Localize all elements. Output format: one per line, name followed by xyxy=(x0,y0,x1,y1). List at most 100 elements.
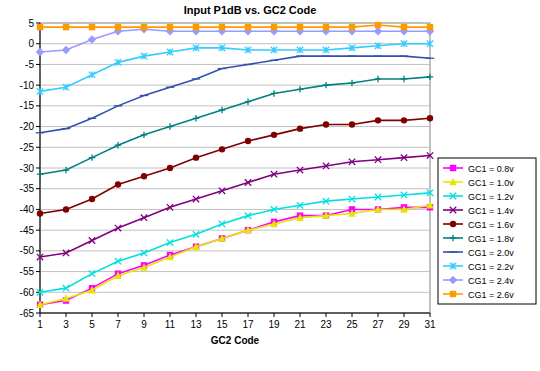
marker xyxy=(218,234,225,241)
marker xyxy=(401,24,407,30)
x-tick xyxy=(40,313,41,317)
marker xyxy=(271,90,277,96)
grid-line xyxy=(40,250,430,251)
marker xyxy=(63,84,69,90)
marker xyxy=(88,118,96,119)
y-tick-label: -25 xyxy=(20,142,35,153)
marker xyxy=(63,24,69,30)
marker xyxy=(245,179,251,185)
y-tick-label: -65 xyxy=(20,308,35,319)
marker xyxy=(141,24,147,30)
marker xyxy=(297,167,303,173)
marker xyxy=(89,270,95,276)
marker xyxy=(115,24,121,30)
chart: Input P1dB vs. GC2 Code50-5-10-15-20-25-… xyxy=(0,0,540,371)
legend-marker xyxy=(450,221,456,227)
marker xyxy=(427,152,433,158)
marker xyxy=(141,215,147,221)
marker xyxy=(37,24,43,30)
marker xyxy=(115,142,121,148)
marker xyxy=(244,64,252,65)
marker xyxy=(322,211,329,218)
marker xyxy=(37,210,43,216)
marker xyxy=(401,117,407,123)
marker xyxy=(245,212,251,218)
marker xyxy=(219,45,225,51)
y-tick xyxy=(36,43,40,44)
plot-area xyxy=(40,23,430,313)
legend-label: CG1 = 2.6v xyxy=(468,290,514,300)
marker xyxy=(193,196,199,202)
marker xyxy=(219,188,225,194)
y-tick xyxy=(36,209,40,210)
series-line xyxy=(40,25,430,27)
marker xyxy=(426,58,434,59)
x-tick xyxy=(144,313,145,317)
series-line xyxy=(40,118,430,213)
marker xyxy=(36,48,44,56)
series-group xyxy=(36,22,434,308)
x-tick-label: 3 xyxy=(63,319,69,330)
marker xyxy=(167,24,173,30)
marker xyxy=(271,206,277,212)
grid-line xyxy=(40,292,430,293)
y-tick-label: -55 xyxy=(20,266,35,277)
legend-marker xyxy=(450,263,456,269)
marker xyxy=(375,157,381,163)
marker xyxy=(141,132,147,138)
x-tick xyxy=(196,313,197,317)
grid-line xyxy=(40,23,430,24)
marker xyxy=(323,82,329,88)
x-tick-label: 5 xyxy=(89,319,95,330)
marker xyxy=(297,202,303,208)
marker xyxy=(427,115,433,121)
marker xyxy=(374,55,382,56)
marker xyxy=(89,72,95,78)
x-tick-label: 19 xyxy=(268,319,280,330)
y-tick-label: -20 xyxy=(20,121,35,132)
marker xyxy=(271,171,277,177)
marker xyxy=(375,194,381,200)
marker xyxy=(193,24,199,30)
x-axis-label: GC2 Code xyxy=(211,335,260,346)
y-tick-label: -50 xyxy=(20,245,35,256)
marker xyxy=(141,250,147,256)
marker xyxy=(322,55,330,56)
marker xyxy=(270,220,277,227)
marker xyxy=(245,24,251,30)
y-tick-label: -15 xyxy=(20,100,35,111)
marker xyxy=(297,47,303,53)
x-tick xyxy=(404,313,405,317)
x-tick xyxy=(274,313,275,317)
x-tick-label: 21 xyxy=(294,319,306,330)
x-tick xyxy=(326,313,327,317)
series-line xyxy=(40,77,430,174)
marker xyxy=(63,167,69,173)
marker xyxy=(323,24,329,30)
marker xyxy=(219,221,225,227)
marker xyxy=(349,121,355,127)
y-tick-label: 0 xyxy=(28,38,34,49)
x-tick xyxy=(300,313,301,317)
x-tick xyxy=(352,313,353,317)
marker xyxy=(192,78,200,79)
marker xyxy=(244,226,251,233)
y-tick xyxy=(36,250,40,251)
marker xyxy=(140,263,147,270)
x-tick-label: 1 xyxy=(37,319,43,330)
y-tick xyxy=(36,105,40,106)
marker xyxy=(374,27,382,35)
marker xyxy=(426,201,433,208)
marker xyxy=(401,192,407,198)
marker xyxy=(193,45,199,51)
marker xyxy=(37,254,43,260)
series-line xyxy=(40,156,430,258)
marker xyxy=(193,115,199,121)
marker xyxy=(374,205,381,212)
marker xyxy=(89,154,95,160)
marker xyxy=(37,171,43,177)
x-tick-label: 31 xyxy=(424,319,436,330)
x-tick xyxy=(378,313,379,317)
legend-label: GC1 = 0.8v xyxy=(468,164,514,174)
marker xyxy=(400,205,407,212)
